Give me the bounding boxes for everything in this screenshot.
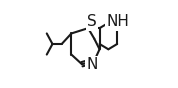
Text: S: S — [87, 15, 97, 29]
Text: N: N — [87, 57, 98, 72]
Text: NH: NH — [107, 15, 129, 29]
